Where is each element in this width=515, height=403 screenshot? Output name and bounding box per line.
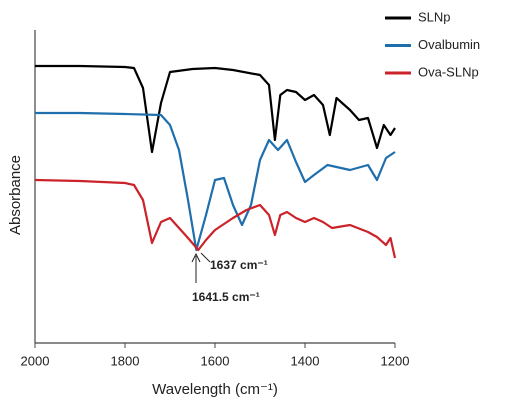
x-tick-label: 1800: [111, 353, 140, 368]
annotation-arrow-head: [191, 252, 201, 263]
series-line: [35, 111, 396, 252]
x-tick-label: 1400: [291, 353, 320, 368]
series-line: [35, 64, 396, 154]
x-tick-label: 1600: [201, 353, 230, 368]
x-axis-label: Wavelength (cm⁻¹): [152, 381, 278, 398]
x-tick-label: 1200: [381, 353, 410, 368]
series-line: [34, 178, 397, 259]
legend-label: SLNp: [418, 9, 451, 24]
x-tick-label: 2000: [21, 353, 50, 368]
legend-label: Ovalbumin: [418, 37, 480, 52]
y-axis-label: Absorbance: [7, 155, 24, 235]
annotation-arrow: [200, 252, 211, 263]
annotation: 1641.5 cm⁻¹: [192, 290, 260, 304]
legend-label: Ova-SLNp: [418, 64, 479, 79]
annotation: 1637 cm⁻¹: [210, 258, 268, 272]
